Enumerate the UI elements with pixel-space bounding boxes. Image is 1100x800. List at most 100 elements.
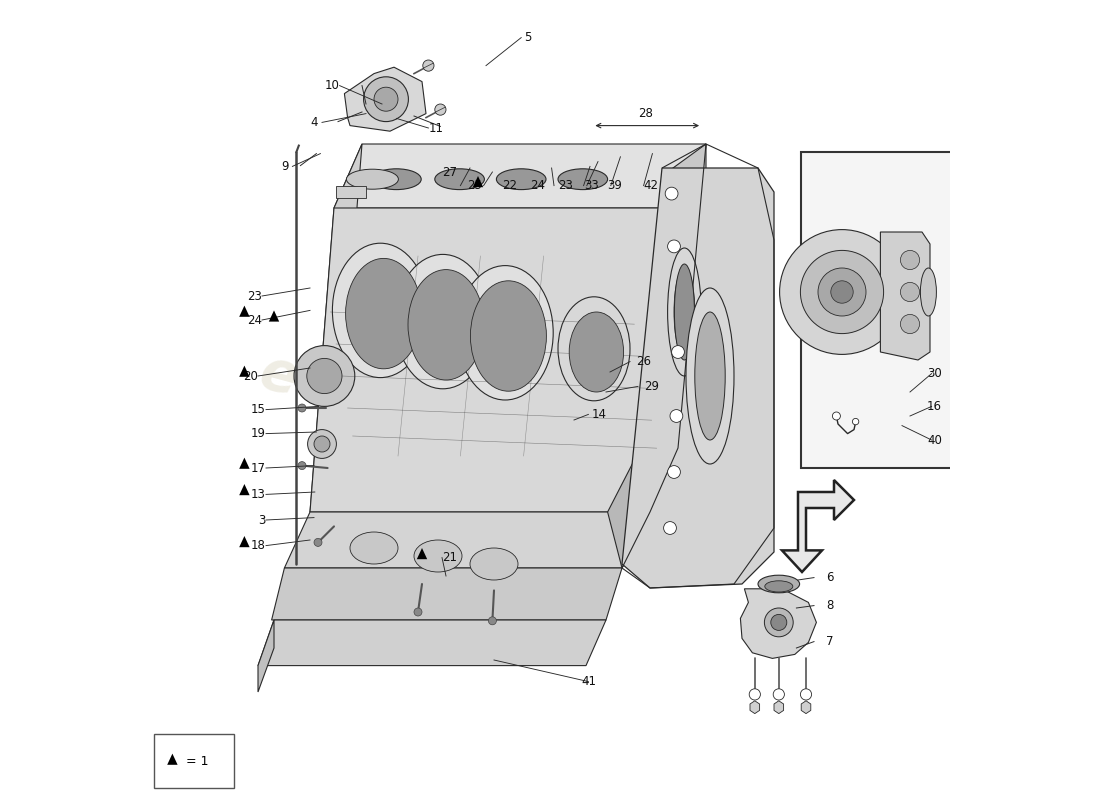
Circle shape [833,412,840,420]
Text: 196: 196 [504,358,756,522]
Ellipse shape [414,540,462,572]
Circle shape [298,404,306,412]
Text: 10: 10 [324,79,340,92]
Polygon shape [750,701,760,714]
Text: 19: 19 [251,427,266,440]
Polygon shape [258,620,274,692]
Polygon shape [167,754,177,765]
Circle shape [422,60,435,71]
Text: 17: 17 [251,462,266,474]
Circle shape [374,87,398,111]
Text: 24: 24 [248,314,262,326]
Polygon shape [310,208,678,512]
Circle shape [314,436,330,452]
Ellipse shape [686,288,734,464]
Ellipse shape [458,266,553,400]
Text: eurospares: eurospares [254,345,606,487]
Circle shape [801,689,812,700]
Polygon shape [285,512,650,568]
Ellipse shape [345,258,421,369]
Circle shape [314,538,322,546]
Text: 20: 20 [243,370,258,382]
Circle shape [298,462,306,470]
Ellipse shape [471,281,547,391]
Circle shape [771,614,786,630]
Polygon shape [310,144,362,512]
Text: 26: 26 [637,355,651,368]
Circle shape [307,358,342,394]
Text: 28: 28 [639,107,653,120]
FancyBboxPatch shape [801,152,957,468]
Circle shape [749,689,760,700]
Polygon shape [650,144,706,512]
Ellipse shape [695,312,725,440]
Text: 40: 40 [927,434,942,446]
Text: 9: 9 [280,160,288,173]
Circle shape [901,250,920,270]
Polygon shape [782,480,854,572]
Polygon shape [239,484,250,495]
Ellipse shape [408,270,484,380]
Circle shape [901,282,920,302]
Circle shape [308,430,337,458]
Text: 27: 27 [442,166,458,178]
Text: 33: 33 [584,179,600,192]
Text: 16: 16 [927,400,942,413]
Text: 8: 8 [826,599,834,612]
Text: 39: 39 [607,179,623,192]
Polygon shape [334,144,706,208]
Circle shape [764,608,793,637]
Polygon shape [473,176,483,187]
Ellipse shape [350,532,398,564]
Text: 21: 21 [442,551,456,564]
Text: a passion for parts since 1969: a passion for parts since 1969 [315,442,546,518]
Ellipse shape [669,254,701,370]
Text: 14: 14 [592,408,606,421]
Polygon shape [621,168,774,588]
Text: 18: 18 [251,539,266,552]
Circle shape [364,77,408,122]
Text: 25: 25 [468,179,482,192]
Ellipse shape [558,169,607,190]
Ellipse shape [434,169,484,190]
Polygon shape [344,67,426,131]
Text: = 1: = 1 [182,755,209,768]
Ellipse shape [674,264,694,360]
Ellipse shape [496,169,546,190]
Text: 6: 6 [826,571,834,584]
Text: 41: 41 [581,675,596,688]
Text: 23: 23 [248,290,262,302]
Polygon shape [801,701,811,714]
Circle shape [672,346,684,358]
Circle shape [666,187,678,200]
Ellipse shape [668,248,701,376]
Polygon shape [258,620,606,666]
Ellipse shape [332,243,428,378]
Circle shape [434,104,446,115]
Text: 5: 5 [525,31,531,44]
Text: 13: 13 [251,488,266,501]
Circle shape [780,230,904,354]
Polygon shape [239,366,250,377]
Ellipse shape [470,548,518,580]
Circle shape [818,268,866,316]
Polygon shape [239,306,250,317]
Text: 4: 4 [310,116,318,129]
Polygon shape [336,186,366,198]
Ellipse shape [372,169,421,190]
Polygon shape [239,536,250,547]
Circle shape [668,240,681,253]
Circle shape [830,281,854,303]
Polygon shape [239,458,250,469]
Ellipse shape [558,297,630,401]
Text: 23: 23 [558,179,573,192]
Circle shape [663,522,676,534]
Text: 11: 11 [428,122,443,134]
Text: 3: 3 [258,514,266,526]
Circle shape [670,410,683,422]
Text: 29: 29 [645,380,659,393]
Text: 42: 42 [644,179,659,192]
Circle shape [773,689,784,700]
Polygon shape [774,701,783,714]
Circle shape [488,617,496,625]
